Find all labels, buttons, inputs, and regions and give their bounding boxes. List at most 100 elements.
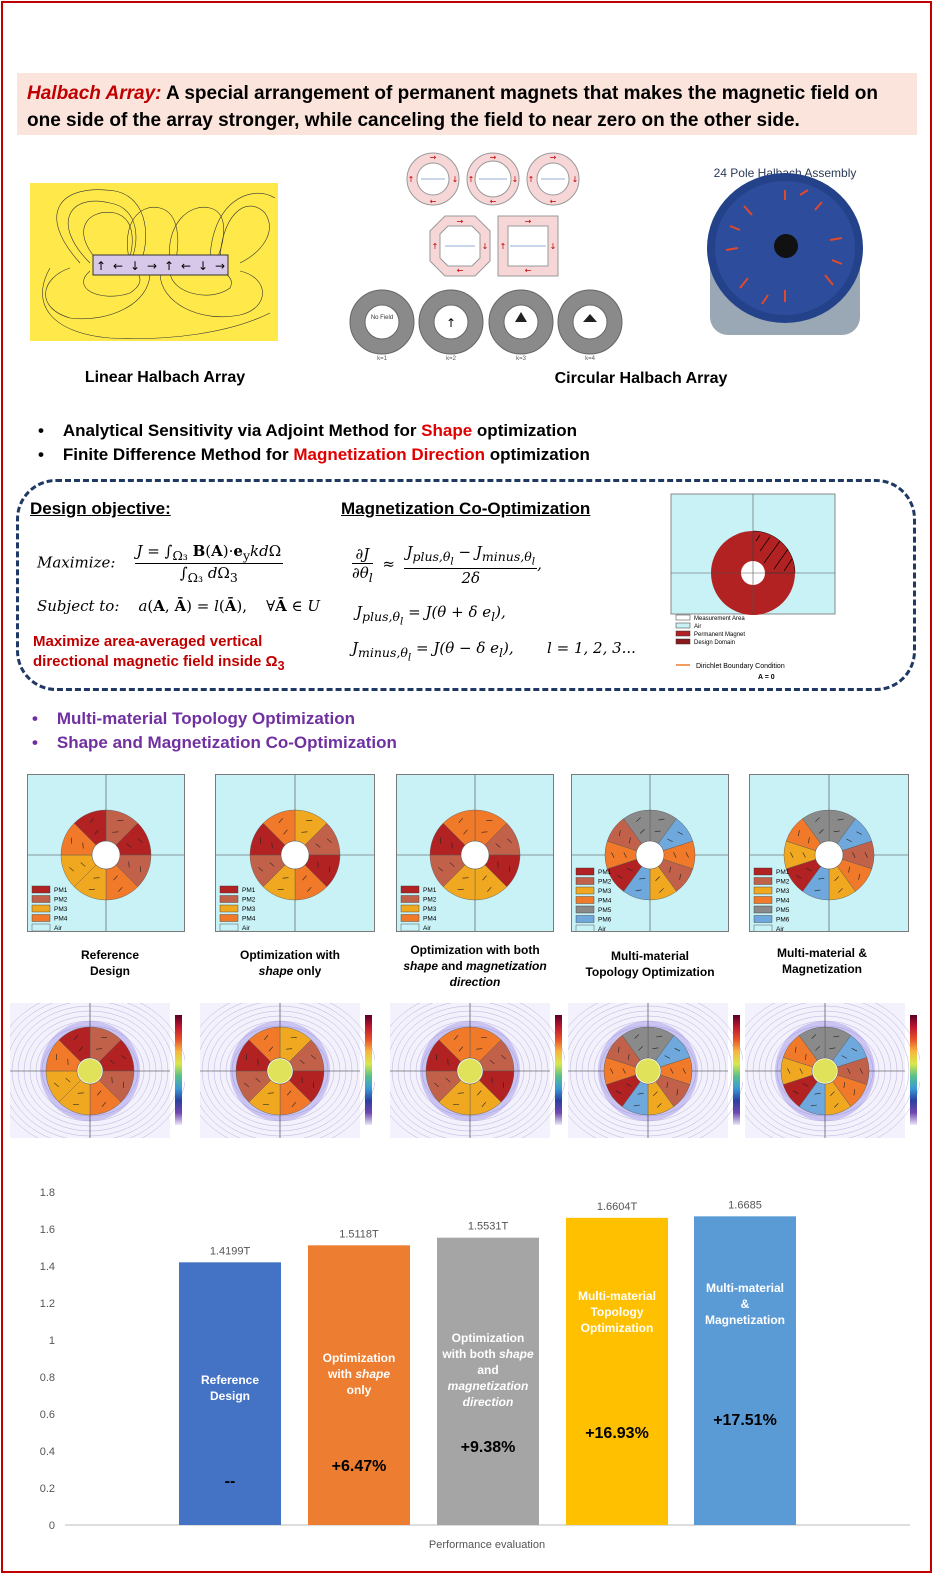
design-legend-pm5: PM5 <box>575 905 612 914</box>
topic-bullets: • Multi-material Topology Optimization •… <box>32 707 397 755</box>
topic-multimaterial: • Multi-material Topology Optimization <box>32 709 355 728</box>
formulation-box <box>16 479 916 691</box>
svg-text:←: ← <box>525 266 532 275</box>
bar-value-label: 1.6604T <box>597 1201 638 1213</box>
design-legend-pm1: PM1 <box>31 885 68 894</box>
y-tick-label: 1.6 <box>40 1224 55 1236</box>
design-label-2: Optimization with shape only <box>240 948 340 978</box>
svg-text:↓: ↓ <box>572 175 579 184</box>
design-legend-pm4: PM4 <box>575 896 612 905</box>
bar-value-label: 1.4199T <box>210 1245 251 1257</box>
design-panel-geometry: PM1 PM2 PM3 PM4 Air <box>216 775 376 933</box>
method-bullet-shape: • Analytical Sensitivity via Adjoint Met… <box>38 421 578 440</box>
svg-text:Air: Air <box>242 925 251 931</box>
svg-text:Air: Air <box>598 926 607 931</box>
design-legend-pm6: PM6 <box>753 915 790 924</box>
field-plot-5 <box>745 1003 920 1138</box>
svg-text:↑: ↑ <box>164 259 174 273</box>
design-legend-pm3: PM3 <box>31 904 68 913</box>
k2-label: k=2 <box>446 356 457 362</box>
x-axis-title: Performance evaluation <box>429 1539 545 1551</box>
svg-text:←: ← <box>430 197 437 206</box>
j-plus-equation: Jplus,θl = J(θ + δ el), <box>356 603 506 628</box>
bar-improvement-label: +6.47% <box>332 1458 387 1475</box>
bar-1 <box>179 1262 281 1525</box>
svg-text:→: → <box>430 153 437 162</box>
design-legend-pm1: PM1 <box>219 885 256 894</box>
y-tick-label: 0.8 <box>40 1372 55 1384</box>
svg-text:↑: ↑ <box>528 175 535 184</box>
svg-text:PM3: PM3 <box>54 906 68 913</box>
field-plot-1 <box>10 1003 185 1138</box>
design-legend-pm3: PM3 <box>575 886 612 895</box>
svg-text:PM5: PM5 <box>598 907 612 914</box>
circular-halbach-diagrams: ↑ ↓→← ↑ ↓→← ↑ ↓→← ↑ ↓→← ↑ ↓→← No Field ↑ k=1 … <box>349 152 623 362</box>
svg-text:←: ← <box>181 259 191 273</box>
halbach-term: Halbach Array: <box>27 83 162 104</box>
no-field-label: No Field <box>371 315 393 321</box>
bar-value-label: 1.5531T <box>468 1221 509 1233</box>
design-legend-pm6: PM6 <box>575 915 612 924</box>
svg-text:Air: Air <box>423 925 432 931</box>
svg-text:PM2: PM2 <box>54 897 68 904</box>
y-tick-label: 0.6 <box>40 1409 55 1421</box>
circular-halbach-caption: Circular Halbach Array <box>554 370 728 387</box>
design-legend-pm1: PM1 <box>753 867 790 876</box>
svg-text:←: ← <box>113 259 123 273</box>
bar-value-label: 1.5118T <box>339 1228 379 1240</box>
design-label-5: Multi-material & Magnetization <box>776 946 867 976</box>
design-panel-geometry: PM1 PM2 PM3 PM4 Air <box>28 775 186 933</box>
design-label-4: Multi-material Topology Optimization <box>585 949 715 979</box>
svg-text:PM5: PM5 <box>776 907 790 914</box>
svg-text:PM4: PM4 <box>242 916 256 923</box>
bar-3 <box>437 1237 539 1525</box>
design-legend-pm3: PM3 <box>219 904 256 913</box>
svg-text:↑: ↑ <box>408 175 415 184</box>
design-legend-pm2: PM2 <box>575 877 612 886</box>
design-legend-pm2: PM2 <box>31 895 68 904</box>
svg-text:↑: ↑ <box>468 175 475 184</box>
legend-measurement-area: Measurement Area <box>694 616 745 622</box>
y-tick-label: 1 <box>49 1335 55 1347</box>
field-plot-3 <box>390 1003 565 1138</box>
method-bullets: • Analytical Sensitivity via Adjoint Met… <box>38 419 590 467</box>
design-panel-geometry: PM1 PM2 PM3 PM4 PM5 PM6 Air <box>572 775 730 933</box>
design-legend-pm1: PM1 <box>575 867 612 876</box>
svg-text:→: → <box>525 217 532 226</box>
bar-5 <box>694 1216 796 1525</box>
dirichlet-label: Dirichlet Boundary Condition <box>696 663 785 670</box>
bar-value-label: 1.6685 <box>728 1199 762 1211</box>
colorbar-3 <box>555 1015 562 1125</box>
k4-label: k=4 <box>585 356 596 362</box>
design-legend-pm4: PM4 <box>31 914 68 923</box>
svg-text:PM6: PM6 <box>776 917 790 924</box>
topic-coopt: • Shape and Magnetization Co-Optimizatio… <box>32 733 397 752</box>
design-objective-title: Design objective: <box>30 499 171 518</box>
design-legend-pm2: PM2 <box>219 895 256 904</box>
design-panel-geometry: PM1 PM2 PM3 PM4 PM5 PM6 Air <box>750 775 910 933</box>
j-minus-equation: Jminus,θl = J(θ − δ el), l = 1, 2, 3... <box>352 639 636 664</box>
coopt-title: Magnetization Co-Optimization <box>341 499 591 518</box>
bar-4 <box>566 1217 668 1525</box>
design-panel-5: PM1 PM2 PM3 PM4 PM5 PM6 Air <box>749 774 910 933</box>
svg-text:PM1: PM1 <box>776 869 790 876</box>
design-panel-2: PM1 PM2 PM3 PM4 Air <box>215 774 376 933</box>
design-panel-3: PM1 PM2 PM3 PM4 Air <box>396 774 555 933</box>
design-legend-pm4: PM4 <box>753 896 790 905</box>
design-label-3: Optimization with both shape and magnetiz… <box>403 943 547 989</box>
objective-note: Maximize area-averaged vertical direction… <box>33 633 285 673</box>
svg-text:↑: ↑ <box>96 259 106 273</box>
legend-design-domain: Design Domain <box>694 640 735 646</box>
design-legend-air: Air <box>219 923 251 932</box>
linear-halbach-caption: Linear Halbach Array <box>84 369 246 386</box>
y-tick-label: 0.2 <box>40 1483 55 1495</box>
maximize-equation: Maximize: J = ∫Ω₃ B(A)·eykdΩ ∫Ω₃ dΩ3 <box>37 542 284 585</box>
svg-text:→: → <box>215 259 225 273</box>
svg-text:←: ← <box>490 197 497 206</box>
design-domain-figure: Measurement Area Air Permanent Magnet De… <box>670 493 836 681</box>
colorbar-4 <box>733 1015 740 1125</box>
